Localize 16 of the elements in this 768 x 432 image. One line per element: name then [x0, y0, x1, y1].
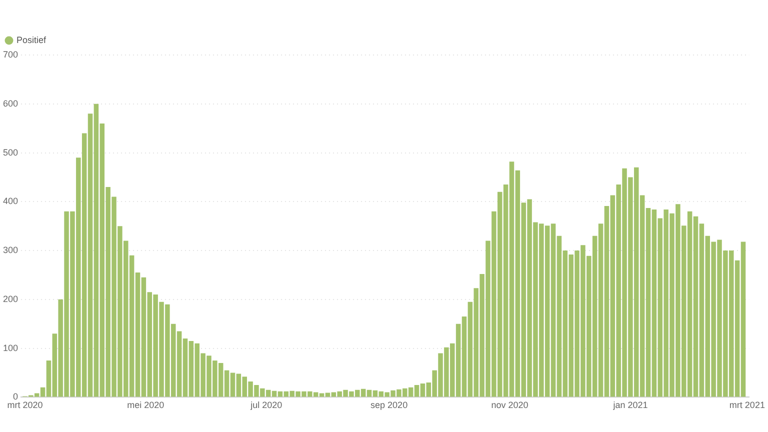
legend-label: Positief [16, 34, 47, 45]
y-tick-label: 500 [2, 147, 18, 158]
x-tick-label: jan 2021 [612, 400, 648, 410]
x-tick-label: mei 2020 [127, 400, 164, 410]
y-tick-label: 0 [13, 392, 18, 402]
y-tick-label: 600 [2, 98, 18, 108]
y-tick-label: 300 [2, 245, 18, 256]
x-tick-label: mrt 2021 [729, 400, 765, 410]
y-tick-label: 200 [2, 294, 18, 304]
y-tick-label: 700 [2, 49, 18, 60]
x-tick-label: nov 2020 [491, 400, 528, 410]
y-tick-label: 400 [2, 196, 18, 206]
x-tick-label: jul 2020 [250, 400, 282, 410]
y-tick-label: 100 [2, 342, 18, 353]
x-tick-label: mrt 2020 [7, 400, 43, 410]
x-tick-label: sep 2020 [370, 400, 408, 410]
